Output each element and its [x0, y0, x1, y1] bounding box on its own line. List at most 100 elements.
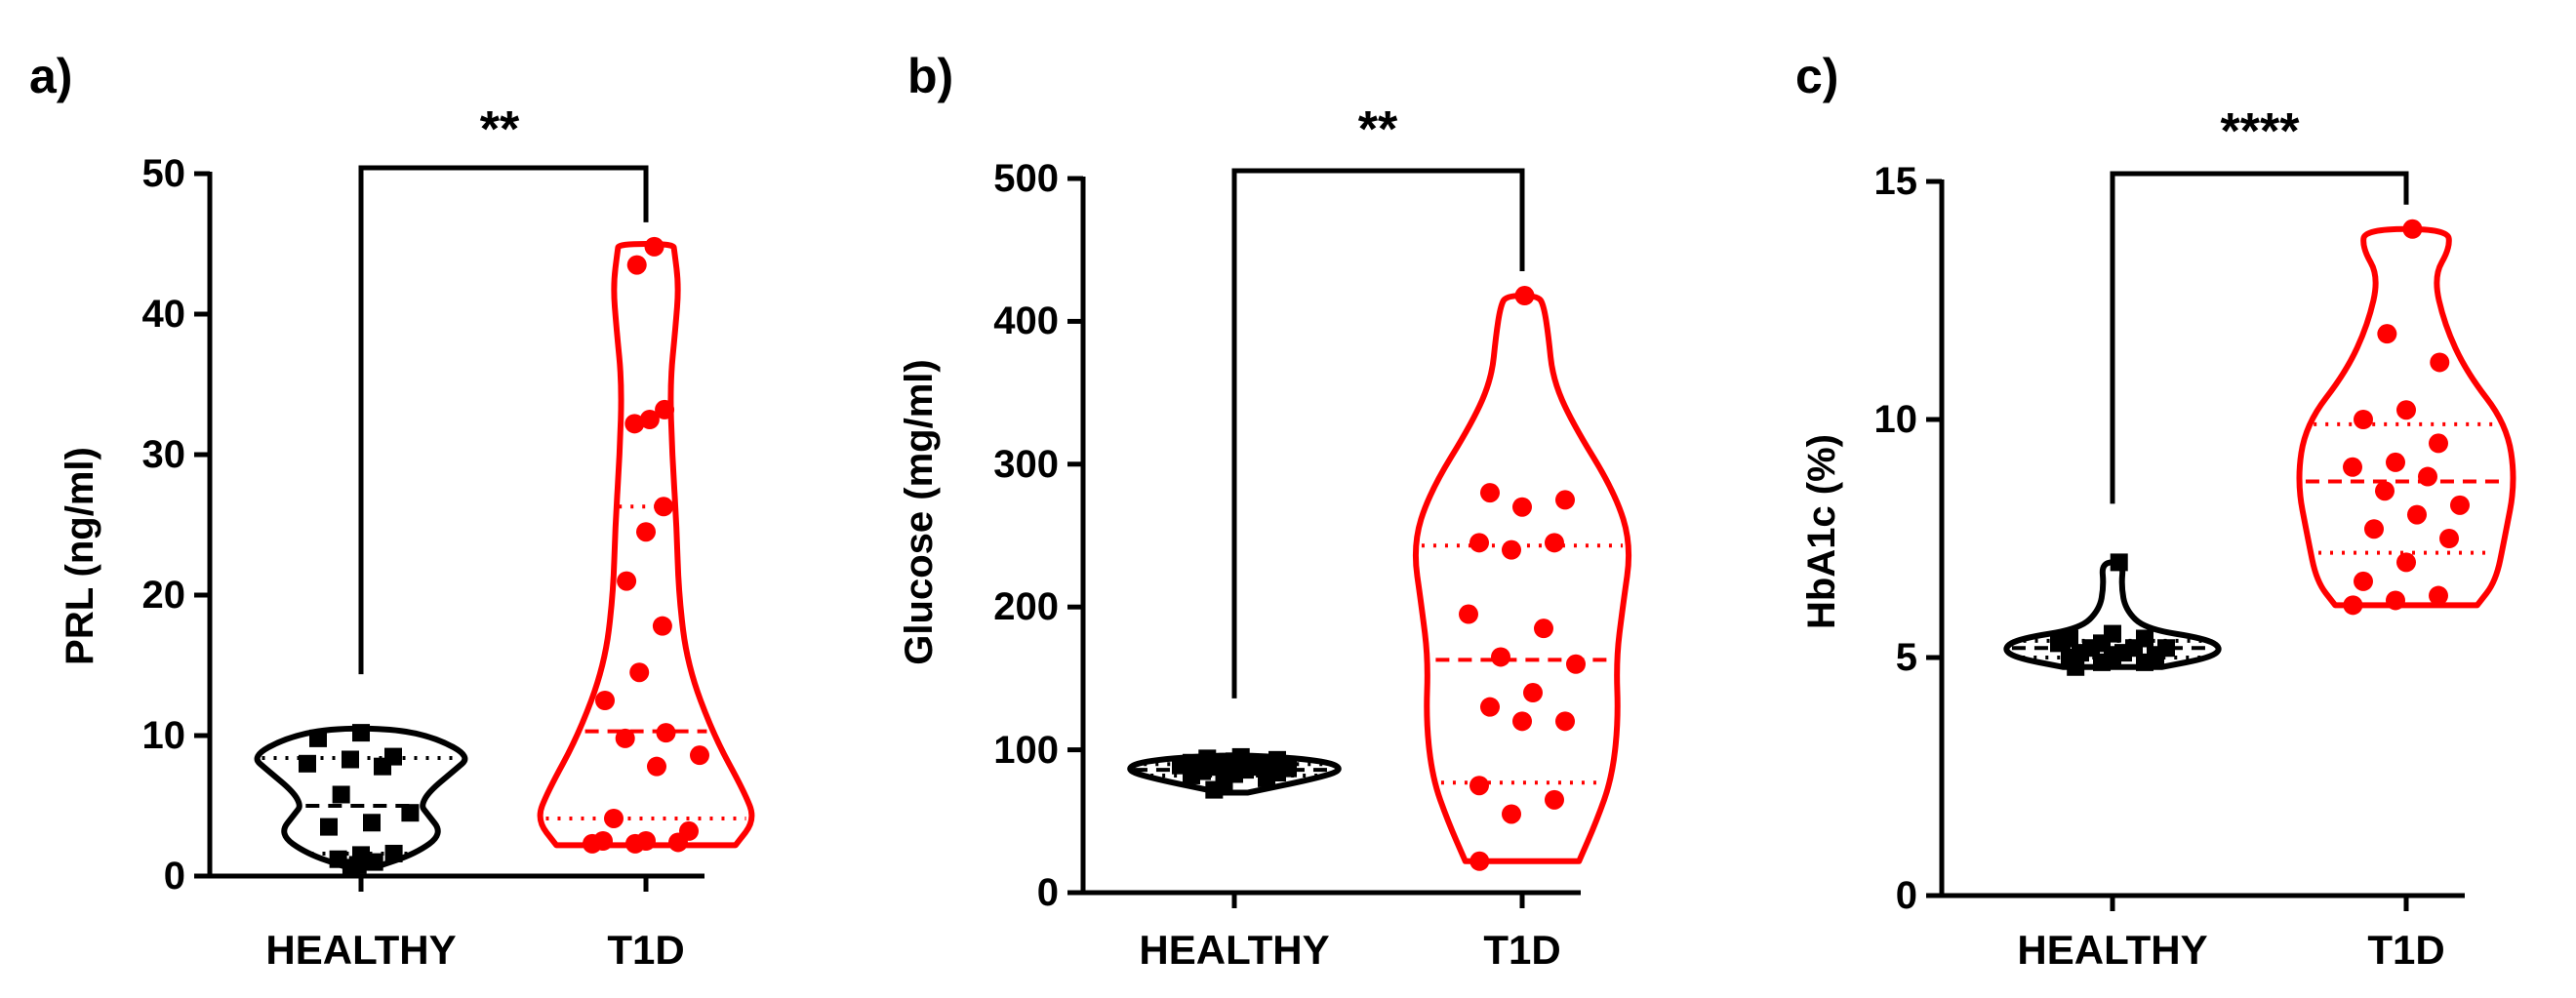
healthy-point: [1231, 747, 1250, 766]
panel-b: b) Glucose (mg/ml) ** HEALTHY T1D 0 100 …: [898, 49, 1632, 973]
t1d-point: [1523, 683, 1543, 703]
t1d-violin: [1412, 293, 1632, 864]
t1d-point: [615, 728, 635, 748]
healthy-point: [365, 853, 383, 871]
panel-a-ytick-label: 40: [142, 293, 186, 336]
panel-c-ytick-label: 5: [1896, 636, 1917, 679]
panel-a-xtick-healthy: HEALTHY: [265, 927, 456, 973]
t1d-point: [2396, 400, 2416, 420]
panel-c-label: c): [1795, 49, 1838, 103]
t1d-point: [2354, 571, 2373, 591]
panel-c-xtick-t1d: T1D: [2367, 927, 2444, 973]
t1d-violin: [2296, 225, 2516, 609]
t1d-point: [2343, 457, 2362, 477]
t1d-point: [1566, 654, 1586, 674]
t1d-point: [2418, 466, 2437, 487]
healthy-point: [309, 729, 327, 747]
healthy-point: [401, 804, 420, 822]
panel-b-significance: **: [1358, 101, 1398, 158]
healthy-point: [342, 750, 359, 769]
panel-c-significance: ****: [2221, 103, 2301, 160]
t1d-point: [604, 808, 624, 828]
t1d-point: [655, 399, 675, 419]
t1d-point: [2375, 481, 2395, 501]
t1d-point: [1491, 647, 1510, 667]
t1d-point: [2386, 590, 2405, 611]
panel-b-ytick-labels: 0 100 200 300 400 500: [993, 157, 1059, 914]
panel-b-label: b): [907, 49, 953, 103]
panel-a-ytick-labels: 0 10 20 30 40 50: [142, 152, 186, 898]
t1d-point: [1555, 490, 1575, 510]
panel-a: a) PRL (ng/ml) ** HEALTHY T1D 0 10 20 30…: [29, 49, 755, 973]
t1d-point: [1480, 697, 1500, 717]
t1d-point: [1469, 851, 1490, 871]
healthy-point: [332, 785, 350, 804]
panel-a-ytick-label: 50: [142, 152, 186, 195]
t1d-point: [636, 522, 656, 542]
t1d-point: [595, 691, 615, 710]
t1d-point: [636, 831, 656, 851]
panel-b-xtick-t1d: T1D: [1483, 927, 1560, 973]
healthy-point: [2061, 629, 2078, 648]
panel-c: c) HbA1c (%) **** HEALTHY T1D 0 5 10 15: [1795, 49, 2516, 973]
t1d-point: [2430, 352, 2450, 373]
panel-a-label: a): [29, 49, 72, 103]
t1d-point: [654, 497, 674, 517]
panel-a-plot-area: [194, 165, 755, 892]
significance-bracket: [358, 165, 649, 675]
t1d-point: [1502, 539, 1521, 560]
healthy-point: [384, 844, 403, 862]
panel-a-ytick-label: 10: [142, 714, 186, 757]
healthy-point: [352, 724, 370, 742]
panel-c-xtick-healthy: HEALTHY: [2017, 927, 2207, 973]
t1d-point: [2450, 495, 2470, 515]
t1d-point: [647, 756, 666, 777]
t1d-point: [1514, 286, 1535, 306]
panel-b-ytick-label: 0: [1037, 871, 1059, 914]
t1d-point: [1545, 789, 1564, 810]
t1d-point: [1512, 711, 1532, 732]
panel-b-ytick-label: 500: [993, 157, 1059, 200]
t1d-point: [1469, 533, 1489, 553]
panel-a-ytick-label: 30: [142, 433, 186, 476]
panel-b-y-axis-label: Glucose (mg/ml): [898, 359, 941, 664]
healthy-point: [329, 850, 347, 868]
t1d-point: [1545, 533, 1564, 553]
panel-b-plot-area: [1067, 168, 1632, 908]
t1d-point: [1502, 804, 1521, 824]
t1d-point: [1459, 604, 1478, 624]
t1d-point: [2439, 529, 2459, 548]
panel-c-plot-area: [1926, 171, 2516, 911]
panel-a-ytick-label: 20: [142, 574, 186, 617]
healthy-violin: [1127, 752, 1342, 796]
t1d-point: [1480, 483, 1500, 503]
t1d-point: [2377, 324, 2397, 344]
t1d-point: [639, 410, 660, 429]
healthy-point: [2110, 553, 2128, 572]
t1d-point: [1555, 711, 1575, 732]
t1d-point: [656, 723, 676, 743]
healthy-point: [384, 747, 402, 766]
healthy-point: [1268, 750, 1286, 769]
t1d-point: [690, 745, 709, 766]
t1d-point: [2364, 519, 2384, 539]
significance-bracket: [2110, 171, 2409, 504]
t1d-point: [1512, 497, 1532, 517]
healthy-point: [1198, 749, 1217, 768]
panel-a-ytick-label: 0: [164, 855, 185, 898]
t1d-point: [2429, 433, 2448, 454]
healthy-point: [320, 818, 338, 836]
healthy-point: [299, 754, 316, 773]
panel-c-ytick-label: 15: [1874, 160, 1918, 203]
t1d-point: [624, 414, 645, 434]
t1d-point: [2396, 552, 2416, 573]
t1d-point: [629, 662, 650, 683]
t1d-point: [2386, 452, 2405, 472]
panel-b-ytick-label: 300: [993, 443, 1059, 486]
panel-a-significance: **: [480, 101, 520, 158]
t1d-point: [593, 831, 613, 851]
panel-b-ytick-label: 200: [993, 585, 1059, 628]
panel-b-ytick-label: 100: [993, 729, 1059, 772]
